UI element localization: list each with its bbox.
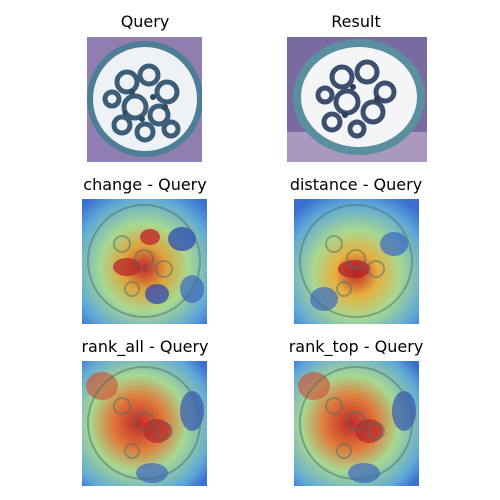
panel-title-distance: distance - Query xyxy=(289,175,423,194)
panel-title-rank-all: rank_all - Query xyxy=(81,337,209,356)
rank-top-heatmap xyxy=(294,361,419,486)
panel-title-query: Query xyxy=(120,12,170,31)
query-image xyxy=(87,37,202,162)
change-heatmap xyxy=(82,199,207,324)
panel-title-result: Result xyxy=(331,12,381,31)
result-image xyxy=(287,37,427,162)
panel-title-rank-top: rank_top - Query xyxy=(288,337,424,356)
panel-title-change: change - Query xyxy=(83,175,207,194)
distance-heatmap xyxy=(294,199,419,324)
rank-all-heatmap xyxy=(82,361,207,486)
